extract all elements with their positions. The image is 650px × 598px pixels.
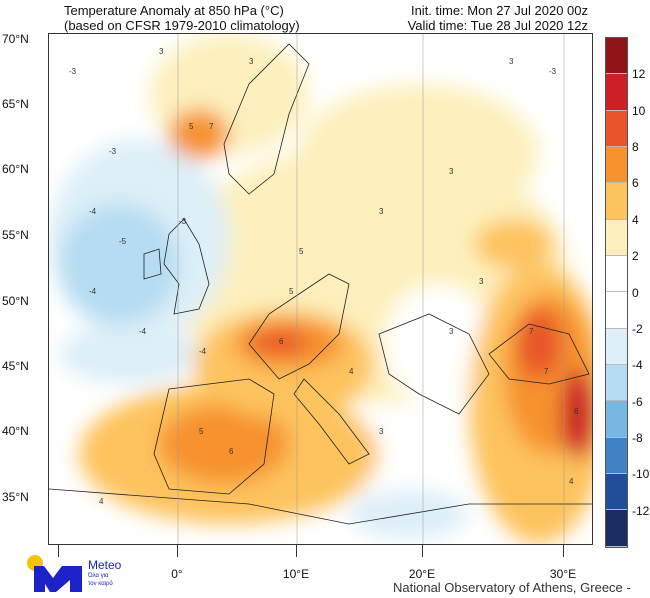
lon-label: 0° [171, 567, 183, 581]
title-line: Temperature Anomaly at 850 hPa (°C) [64, 3, 284, 18]
lat-label: 40°N [2, 424, 29, 438]
colorbar-label: 10 [632, 103, 646, 118]
colorbar [605, 37, 628, 548]
colorbar-bin [606, 510, 627, 547]
colorbar-bin [606, 292, 627, 329]
lon-label: 30°E [549, 567, 577, 581]
contour-label: 7 [209, 122, 214, 131]
lat-label: 35°N [2, 490, 29, 504]
colorbar-label: 6 [632, 176, 639, 191]
contour-label: 3 [449, 167, 454, 176]
graticule [177, 34, 565, 544]
meteo-logo: Meteo Όλα για τον καιρό [26, 554, 136, 594]
contour-label: 4 [569, 477, 574, 486]
logo-tagline: τον καιρό [88, 581, 113, 587]
colorbar-bin [606, 183, 627, 220]
contour-label: 3 [509, 57, 514, 66]
colorbar-label: 12 [632, 67, 646, 82]
coastlines [49, 43, 592, 525]
valid-time: Valid time: Tue 28 Jul 2020 12z [407, 18, 588, 33]
contour-label: -3 [549, 67, 557, 76]
contour-label: 7 [529, 327, 534, 336]
contour-label: 5 [299, 247, 304, 256]
contour-label: -4 [139, 327, 147, 336]
anomaly-shading [49, 34, 592, 544]
contour-label: 3 [249, 57, 254, 66]
colorbar-bin [606, 256, 627, 293]
contour-label: 5 [189, 122, 194, 131]
colorbar-bin [606, 328, 627, 366]
contour-label: 6 [279, 337, 284, 346]
colorbar-label: -2 [632, 321, 643, 336]
contour-label: -4 [89, 207, 97, 216]
lon-tick [296, 545, 297, 557]
colorbar-bin [606, 147, 627, 184]
contour-labels: -3 -3 -4 -5 -4 -3 -4 -4 3 3 5 7 5 3 3 3 5 6 4 7 5 6 3 4 3 -3 3 4 6 7 [69, 47, 579, 506]
contour-label: 3 [379, 427, 384, 436]
contour-label: -5 [119, 237, 127, 246]
colorbar-label: -8 [632, 430, 643, 445]
colorbar-bin [606, 110, 627, 148]
init-time: Init. time: Mon 27 Jul 2020 00z [410, 3, 588, 18]
contour-label: 6 [229, 447, 234, 456]
lon-label: 10°E [282, 567, 310, 581]
map-title: Temperature Anomaly at 850 hPa (°C) (bas… [64, 3, 300, 33]
colorbar-label: 8 [632, 140, 639, 155]
time-info: Init. time: Mon 27 Jul 2020 00z Valid ti… [408, 3, 588, 33]
contour-label: 7 [544, 367, 549, 376]
colorbar-label: -10 [632, 467, 650, 482]
contour-label: 5 [199, 427, 204, 436]
contour-label: 3 [479, 277, 484, 286]
colorbar-label: -12 [632, 503, 650, 518]
logo-name: Meteo [88, 558, 122, 572]
colorbar-bin [606, 74, 627, 111]
lon-label: 20°E [408, 567, 436, 581]
credit-text: National Observatory of Athens, Greece -… [393, 580, 631, 598]
anomaly-map: -3 -3 -4 -5 -4 -3 -4 -4 3 3 5 7 5 3 3 3 5 6 4 7 5 6 3 4 3 -3 3 4 6 7 [48, 33, 593, 545]
contour-label: 3 [449, 327, 454, 336]
colorbar-label: -6 [632, 394, 643, 409]
subtitle-line: (based on CFSR 1979-2010 climatology) [64, 18, 300, 33]
contour-label: -3 [69, 67, 77, 76]
colorbar-label: 0 [632, 285, 639, 300]
colorbar-label: 4 [632, 212, 639, 227]
logo-tagline: Όλα για [88, 573, 109, 579]
lon-tick [422, 545, 423, 557]
colorbar-label: 2 [632, 249, 639, 264]
contour-label: 6 [574, 407, 579, 416]
colorbar-bin [606, 474, 627, 511]
colorbar-bin [606, 38, 627, 75]
lat-label: 55°N [2, 228, 29, 242]
colorbar-bin [606, 219, 627, 257]
contour-label: 5 [289, 287, 294, 296]
lat-label: 50°N [2, 294, 29, 308]
colorbar-label: -4 [632, 358, 643, 373]
lon-tick [58, 545, 59, 557]
anomaly-field: -3 -3 -4 -5 -4 -3 -4 -4 3 3 5 7 5 3 3 3 5 6 4 7 5 6 3 4 3 -3 3 4 6 7 [49, 34, 592, 544]
colorbar-bin [606, 401, 627, 438]
contour-label: 3 [159, 47, 164, 56]
contour-label: -4 [89, 287, 97, 296]
lon-tick [177, 545, 178, 557]
contour-label: 4 [99, 497, 104, 506]
contour-label: -4 [199, 347, 207, 356]
colorbar-bin [606, 365, 627, 402]
contour-label: 3 [379, 207, 384, 216]
meteo-logo-mark [27, 555, 82, 592]
lon-tick [563, 545, 564, 557]
lat-label: 45°N [2, 359, 29, 373]
contour-label: -3 [179, 217, 187, 226]
lat-label: 60°N [2, 162, 29, 176]
lat-label: 70°N [2, 32, 29, 46]
contour-label: 4 [349, 367, 354, 376]
contour-label: -3 [109, 147, 117, 156]
lat-label: 65°N [2, 97, 29, 111]
colorbar-bin [606, 437, 627, 475]
